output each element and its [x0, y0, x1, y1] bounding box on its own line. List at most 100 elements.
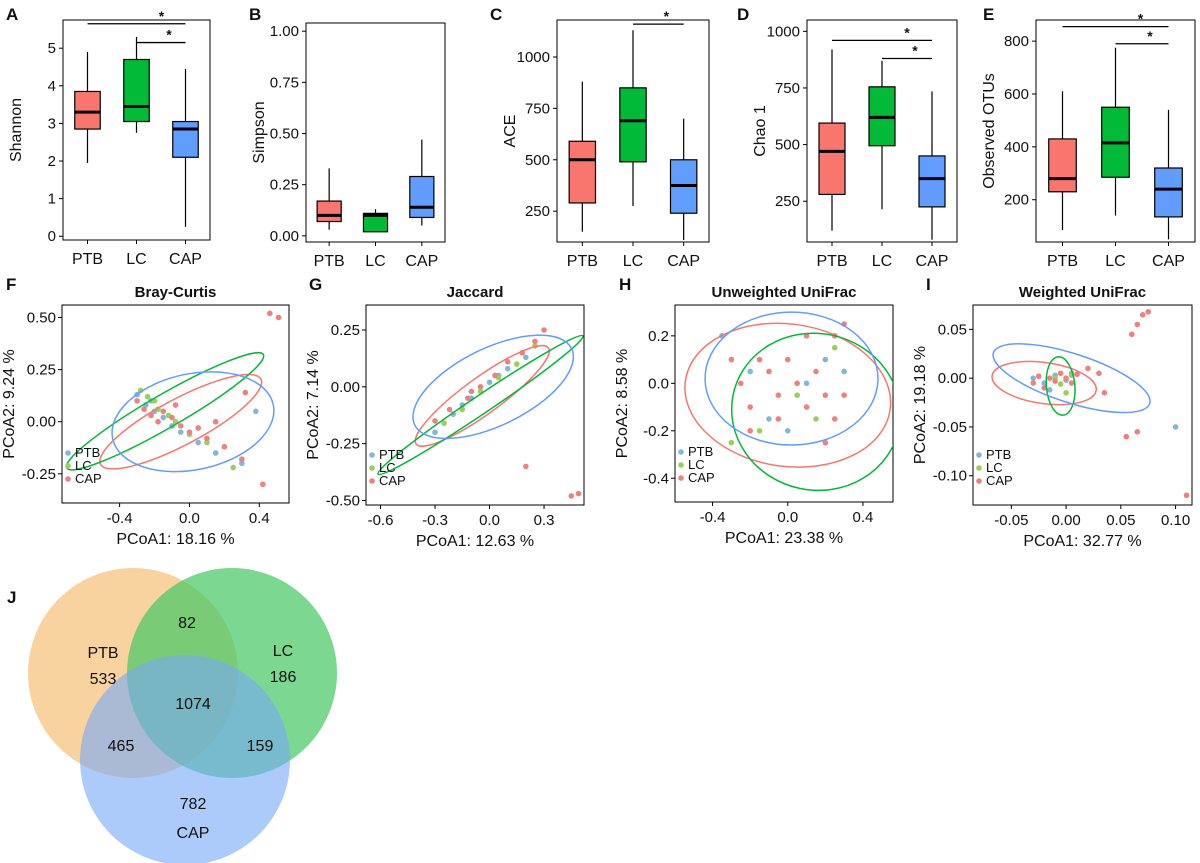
- point-lc: [1063, 390, 1069, 396]
- x-tick-label: 0.0: [179, 510, 200, 527]
- ellipse-cap: [704, 311, 879, 446]
- point-cap: [239, 456, 245, 463]
- y-tick-label: -0.25: [326, 436, 360, 453]
- y-axis-label: PCoA2: 7.14 %: [305, 350, 322, 459]
- point-lc: [144, 393, 151, 400]
- point-ptb: [1046, 387, 1053, 393]
- box-lc: [619, 87, 647, 163]
- point-cap: [737, 380, 744, 387]
- point-cap: [446, 406, 453, 413]
- venn-diagram: J PTB 533 82 LC 186 1074 465 159 782 CAP: [7, 568, 337, 863]
- point-lc: [728, 439, 735, 446]
- point-cap: [841, 392, 847, 398]
- legend-label: PTB: [379, 447, 404, 462]
- point-ptb: [766, 416, 772, 422]
- point-cap: [1085, 365, 1091, 372]
- point-cap: [221, 443, 228, 450]
- panel-i: I Weighted UniFrac -0.05 0.00 0.05 0.10 -0.10 -…: [912, 275, 1193, 550]
- point-cap: [747, 404, 753, 410]
- x-tick-label: LC: [1105, 253, 1125, 270]
- y-axis-label: PCoA2: 9.24 %: [1, 349, 18, 458]
- venn-count-lc-cap: 159: [247, 738, 274, 755]
- point-cap: [155, 418, 161, 425]
- point-cap: [803, 333, 810, 339]
- x-tick-label: PTB: [816, 253, 847, 270]
- point-cap: [1101, 390, 1108, 396]
- panel-letter: H: [619, 275, 631, 294]
- venn-count-ptb-only: 533: [90, 671, 117, 688]
- legend-marker-cap: [976, 478, 982, 484]
- point-lc: [230, 464, 236, 471]
- point-cap: [831, 416, 838, 422]
- x-tick-label: CAP: [916, 253, 949, 270]
- point-cap: [160, 408, 167, 415]
- point-cap: [134, 398, 140, 404]
- plot-area: [65, 310, 282, 488]
- y-tick-label: 0.00: [270, 228, 299, 245]
- box-ptb: [74, 90, 101, 130]
- legend-marker-ptb: [976, 452, 982, 458]
- x-tick-label: 0.10: [1161, 512, 1190, 529]
- ellipse-cap: [111, 371, 275, 473]
- y-tick-label: 0.25: [331, 322, 360, 339]
- y-tick-label: 0: [48, 228, 56, 245]
- y-tick-label: 1: [48, 191, 56, 208]
- significance-star: *: [159, 8, 165, 24]
- point-cap: [1139, 311, 1146, 318]
- point-cap: [784, 356, 791, 363]
- point-cap: [172, 402, 179, 408]
- point-ptb: [523, 354, 529, 361]
- y-tick-label: 250: [525, 203, 550, 220]
- point-ptb: [1030, 375, 1037, 381]
- ellipse-cap: [412, 334, 575, 440]
- point-cap: [492, 372, 498, 379]
- y-axis-label: PCoA2: 19.18 %: [912, 346, 929, 464]
- point-cap: [1145, 309, 1151, 315]
- plot-area: [684, 311, 893, 492]
- point-cap: [822, 392, 829, 398]
- x-tick-label: -0.4: [107, 510, 133, 527]
- point-cap: [775, 416, 782, 422]
- y-tick-label: 0.50: [270, 126, 299, 143]
- legend-marker-lc: [976, 465, 982, 471]
- ellipse-lc: [377, 334, 584, 476]
- plot-frame: [674, 304, 894, 503]
- point-ptb: [212, 450, 219, 456]
- point-cap: [275, 314, 282, 321]
- x-tick-label: -0.05: [994, 512, 1028, 529]
- y-tick-label: 200: [1004, 192, 1029, 209]
- panel-f: F Bray-Curtis -0.4 0.0 0.4 -0.25 0.00 0.25 0.50 P…: [1, 275, 290, 548]
- y-tick-label: 400: [1004, 139, 1029, 156]
- x-tick-label: LC: [126, 251, 146, 268]
- venn-count-lc-only: 186: [270, 669, 297, 686]
- box-cap: [172, 120, 199, 158]
- point-lc: [756, 427, 763, 434]
- point-cap: [204, 435, 210, 442]
- significance-star: *: [166, 27, 172, 43]
- y-tick-label: -0.25: [22, 466, 56, 483]
- plot-frame: [365, 304, 585, 506]
- x-tick-label: LC: [872, 253, 892, 270]
- legend-label: CAP: [379, 473, 406, 488]
- y-tick-label: 4: [48, 78, 56, 95]
- box-cap: [1154, 167, 1183, 218]
- y-tick-label: -0.50: [326, 492, 360, 509]
- panel-letter: I: [926, 275, 931, 294]
- plot-frame: [972, 304, 1193, 506]
- x-tick-label: LC: [623, 253, 643, 270]
- point-cap: [1068, 380, 1075, 386]
- y-tick-label: 1000: [767, 23, 800, 40]
- x-tick-label: CAP: [169, 251, 202, 268]
- venn-set-label-lc: LC: [273, 643, 293, 660]
- point-lc: [813, 416, 819, 422]
- significance-star: *: [1138, 11, 1144, 27]
- point-cap: [169, 414, 175, 421]
- point-cap: [523, 463, 529, 470]
- point-cap: [747, 427, 753, 434]
- x-tick-label: CAP: [1152, 253, 1185, 270]
- y-tick-label: 3: [48, 115, 56, 132]
- point-ptb: [486, 379, 493, 386]
- plot-title: Unweighted UniFrac: [711, 284, 856, 301]
- y-tick-label: 0.25: [270, 177, 299, 194]
- point-cap: [212, 418, 219, 425]
